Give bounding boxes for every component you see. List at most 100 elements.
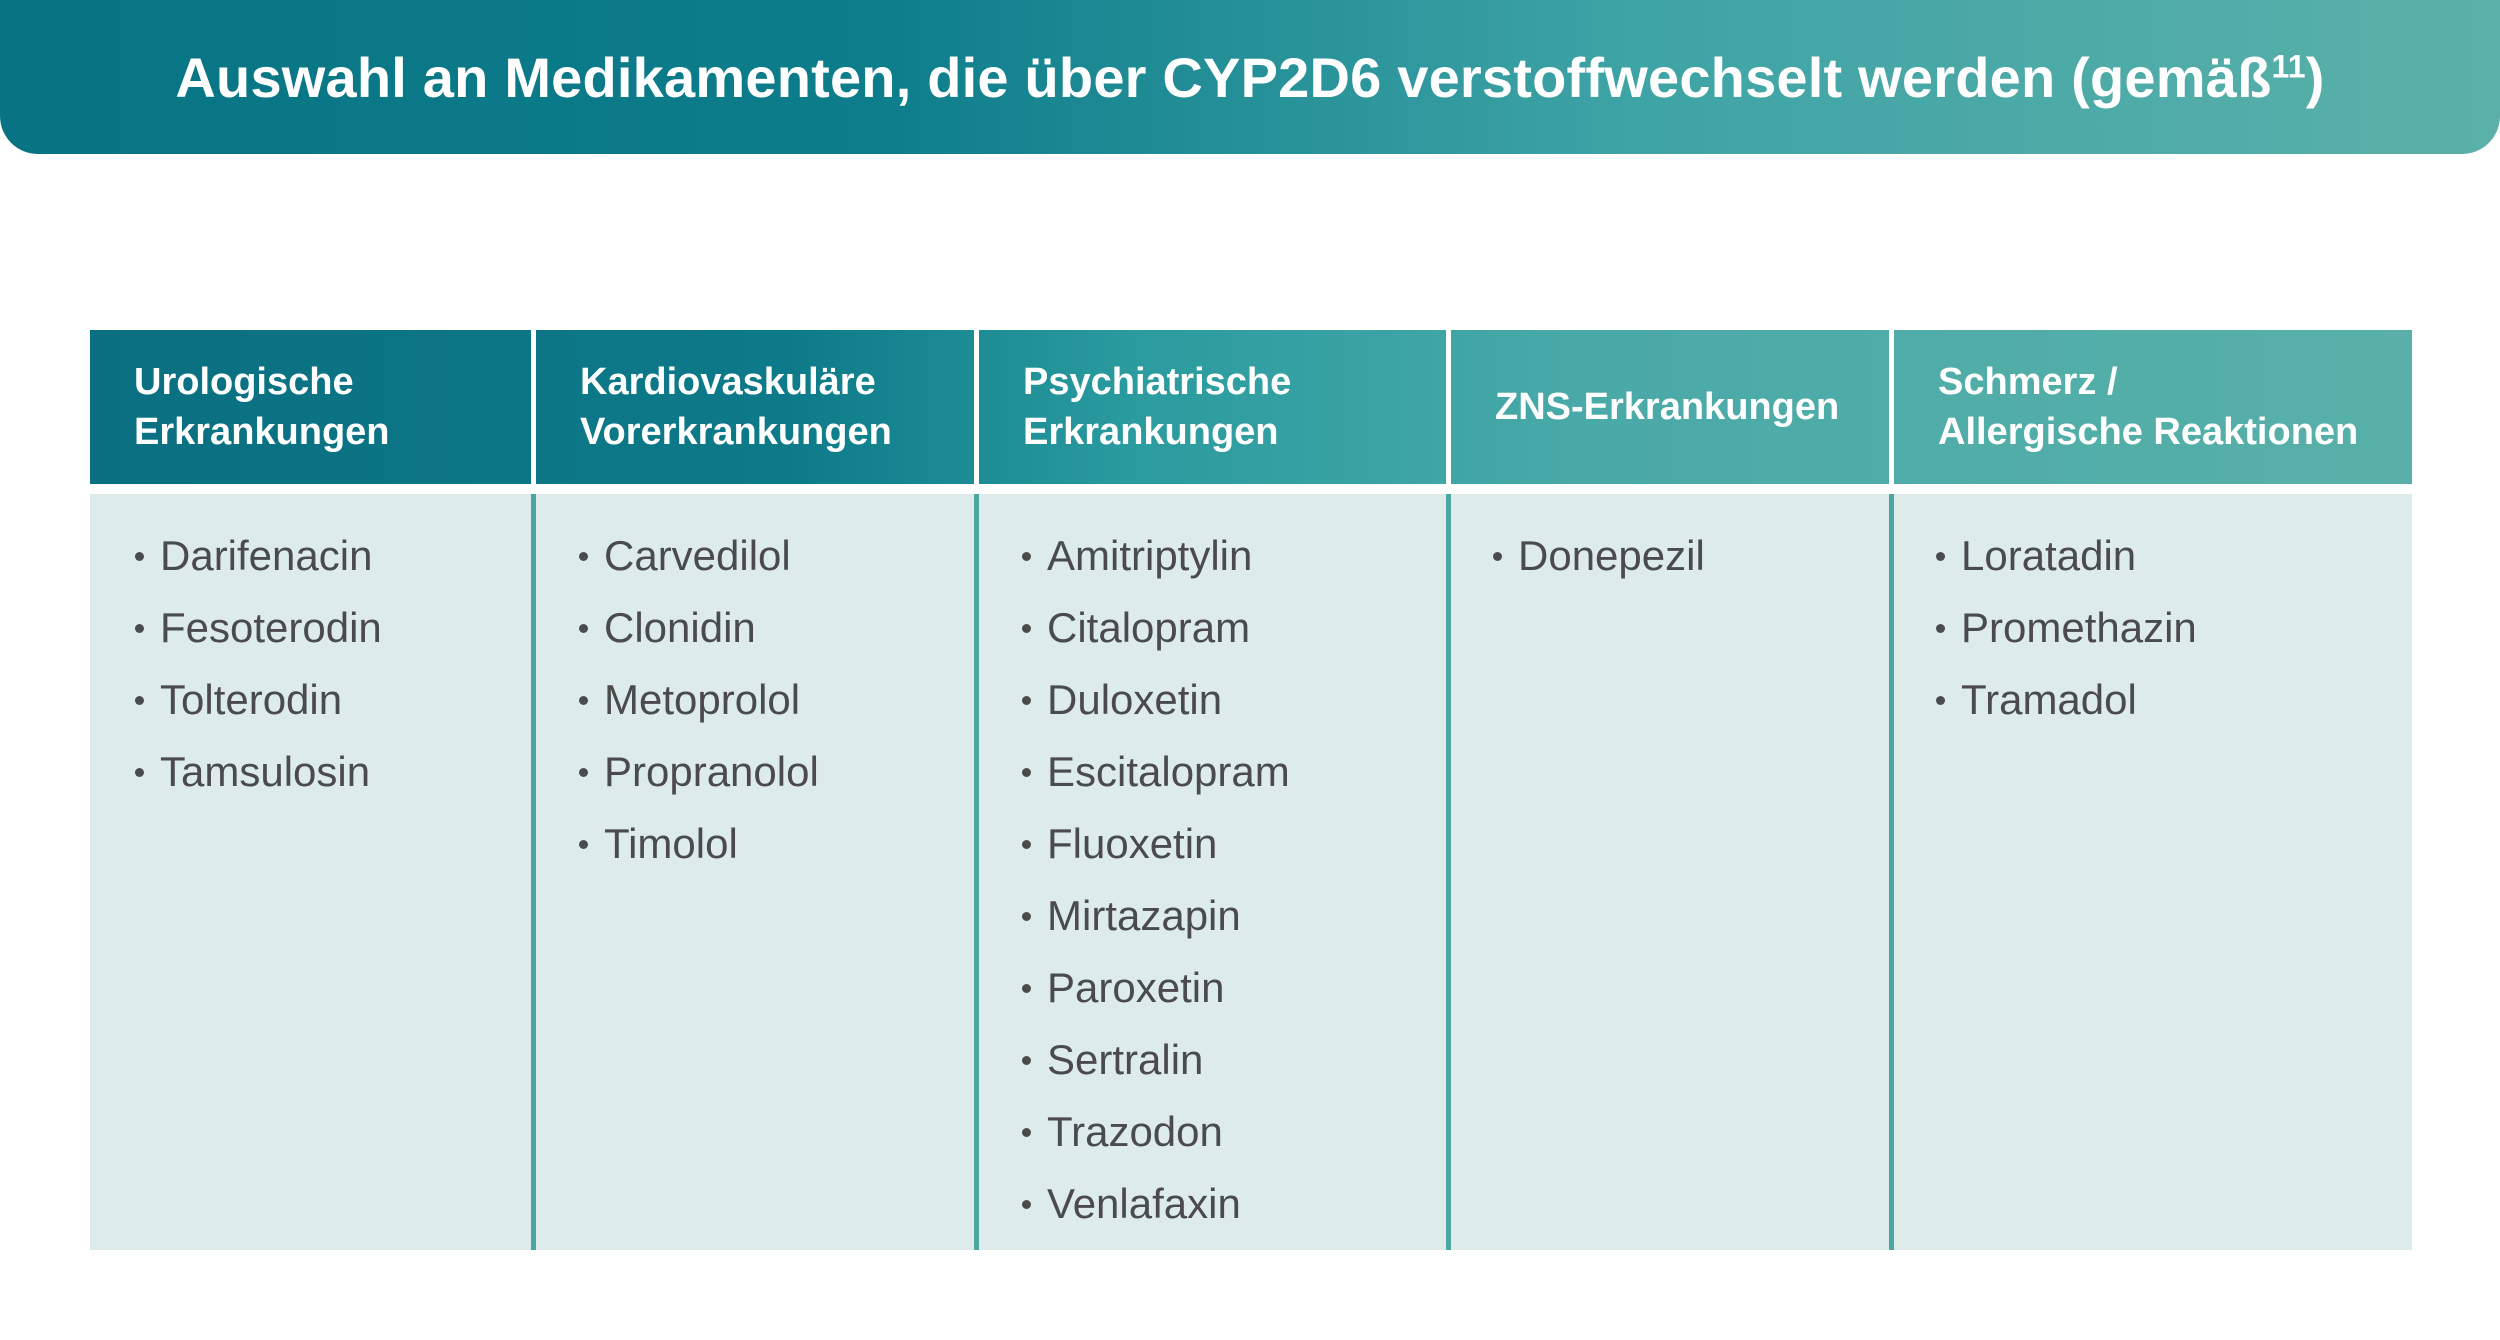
medication-name: Tamsulosin [160, 748, 371, 795]
column-divider [1446, 494, 1451, 1250]
header-divider [1889, 330, 1894, 484]
medication-list-item: Tolterodin [135, 664, 382, 736]
table-header-row [90, 330, 2412, 484]
list-psychiatrische-erkrankungen: Amitriptylin Citalopram Duloxetin Escitalop… [1022, 520, 1290, 1240]
medication-name: Amitriptylin [1047, 532, 1253, 579]
list-schmerz-allergische-reaktionen: Loratadin Promethazin Tramadol [1936, 520, 2197, 736]
bullet-icon [1022, 1055, 1031, 1065]
bullet-icon [135, 695, 144, 705]
header-divider [974, 330, 979, 484]
title-closing-paren: ) [2305, 45, 2325, 109]
medication-name: Citalopram [1047, 604, 1251, 651]
medication-list-item: Propranolol [579, 736, 819, 808]
bullet-icon [1022, 695, 1031, 705]
medication-list-item: Clonidin [579, 592, 819, 664]
bullet-icon [1022, 1127, 1031, 1137]
medication-name: Sertralin [1047, 1036, 1204, 1083]
table-body-row [90, 494, 2412, 1250]
medication-name: Paroxetin [1047, 964, 1225, 1011]
bullet-icon [135, 767, 144, 777]
medication-name: Propranolol [604, 748, 819, 795]
title-footnote-ref: 11 [2271, 47, 2306, 84]
medication-list-item: Fesoterodin [135, 592, 382, 664]
medication-list-item: Carvedilol [579, 520, 819, 592]
bullet-icon [1022, 1199, 1031, 1209]
bullet-icon [1022, 623, 1031, 633]
bullet-icon [1022, 767, 1031, 777]
medication-list-item: Amitriptylin [1022, 520, 1290, 592]
medication-list-item: Venlafaxin [1022, 1168, 1290, 1240]
medication-list-item: Fluoxetin [1022, 808, 1290, 880]
bullet-icon [1022, 839, 1031, 849]
medication-name: Escitalopram [1047, 748, 1290, 795]
bullet-icon [1022, 551, 1031, 561]
column-divider [531, 494, 536, 1250]
title-banner: Auswahl an Medikamenten, die über CYP2D6… [0, 0, 2500, 154]
medication-list-item: Duloxetin [1022, 664, 1290, 736]
medication-list-item: Metoprolol [579, 664, 819, 736]
header-urologische-erkrankungen: Urologische Erkrankungen [90, 330, 531, 484]
medication-list-item: Citalopram [1022, 592, 1290, 664]
title-text: Auswahl an Medikamenten, die über CYP2D6… [175, 45, 2272, 109]
medication-list-item: Donepezil [1493, 520, 1705, 592]
header-line-2: Erkrankungen [1023, 411, 1279, 453]
column-divider [1889, 494, 1894, 1250]
bullet-icon [579, 551, 588, 561]
bullet-icon [1936, 623, 1945, 633]
bullet-icon [579, 623, 588, 633]
medication-table: Urologische Erkrankungen Kardiovaskuläre V… [90, 330, 2412, 1250]
medication-name: Clonidin [604, 604, 756, 651]
list-urologische-erkrankungen: Darifenacin Fesoterodin Tolterodin Tamsulos… [135, 520, 382, 808]
medication-name: Darifenacin [160, 532, 373, 579]
header-divider [1446, 330, 1451, 484]
medication-list-item: Tramadol [1936, 664, 2197, 736]
column-divider [974, 494, 979, 1250]
bullet-icon [1936, 695, 1945, 705]
header-line-1: Urologische [134, 361, 354, 403]
header-schmerz-allergische-reaktionen: Schmerz / Allergische Reaktionen [1894, 330, 2412, 484]
medication-list-item: Paroxetin [1022, 952, 1290, 1024]
header-line-2: Allergische Reaktionen [1938, 411, 2359, 453]
medication-list-item: Sertralin [1022, 1024, 1290, 1096]
header-line-1: Psychiatrische [1023, 361, 1292, 403]
medication-name: Loratadin [1961, 532, 2137, 579]
header-line-2: Erkrankungen [134, 411, 390, 453]
header-line-1: Schmerz / [1938, 361, 2118, 403]
medication-list-item: Mirtazapin [1022, 880, 1290, 952]
list-zns-erkrankungen: Donepezil [1493, 520, 1705, 592]
medication-name: Timolol [604, 820, 738, 867]
header-line-1: ZNS-Erkrankungen [1495, 386, 1840, 428]
bullet-icon [135, 551, 144, 561]
medication-name: Fluoxetin [1047, 820, 1218, 867]
bullet-icon [135, 623, 144, 633]
bullet-icon [1022, 911, 1031, 921]
header-zns-erkrankungen: ZNS-Erkrankungen [1451, 330, 1889, 484]
header-line-1: Kardiovaskuläre [580, 361, 876, 403]
medication-list-item: Promethazin [1936, 592, 2197, 664]
medication-name: Venlafaxin [1047, 1180, 1241, 1227]
medication-list-item: Tamsulosin [135, 736, 382, 808]
header-divider [531, 330, 536, 484]
bullet-icon [579, 839, 588, 849]
medication-list-item: Timolol [579, 808, 819, 880]
bullet-icon [1493, 551, 1502, 561]
header-psychiatrische-erkrankungen: Psychiatrische Erkrankungen [979, 330, 1446, 484]
medication-list-item: Loratadin [1936, 520, 2197, 592]
medication-name: Mirtazapin [1047, 892, 1241, 939]
bullet-icon [1936, 551, 1945, 561]
list-kardiovaskulaere-vorerkrankungen: Carvedilol Clonidin Metoprolol Propranolol T… [579, 520, 819, 880]
header-kardiovaskulaere-vorerkrankungen: Kardiovaskuläre Vorerkrankungen [536, 330, 974, 484]
bullet-icon [579, 767, 588, 777]
header-line-2: Vorerkrankungen [580, 411, 892, 453]
medication-name: Tolterodin [160, 676, 343, 723]
bullet-icon [1022, 983, 1031, 993]
medication-name: Carvedilol [604, 532, 791, 579]
medication-name: Duloxetin [1047, 676, 1223, 723]
medication-name: Promethazin [1961, 604, 2197, 651]
medication-name: Tramadol [1961, 676, 2137, 723]
medication-list-item: Darifenacin [135, 520, 382, 592]
medication-name: Donepezil [1518, 532, 1705, 579]
medication-list-item: Escitalopram [1022, 736, 1290, 808]
bullet-icon [579, 695, 588, 705]
